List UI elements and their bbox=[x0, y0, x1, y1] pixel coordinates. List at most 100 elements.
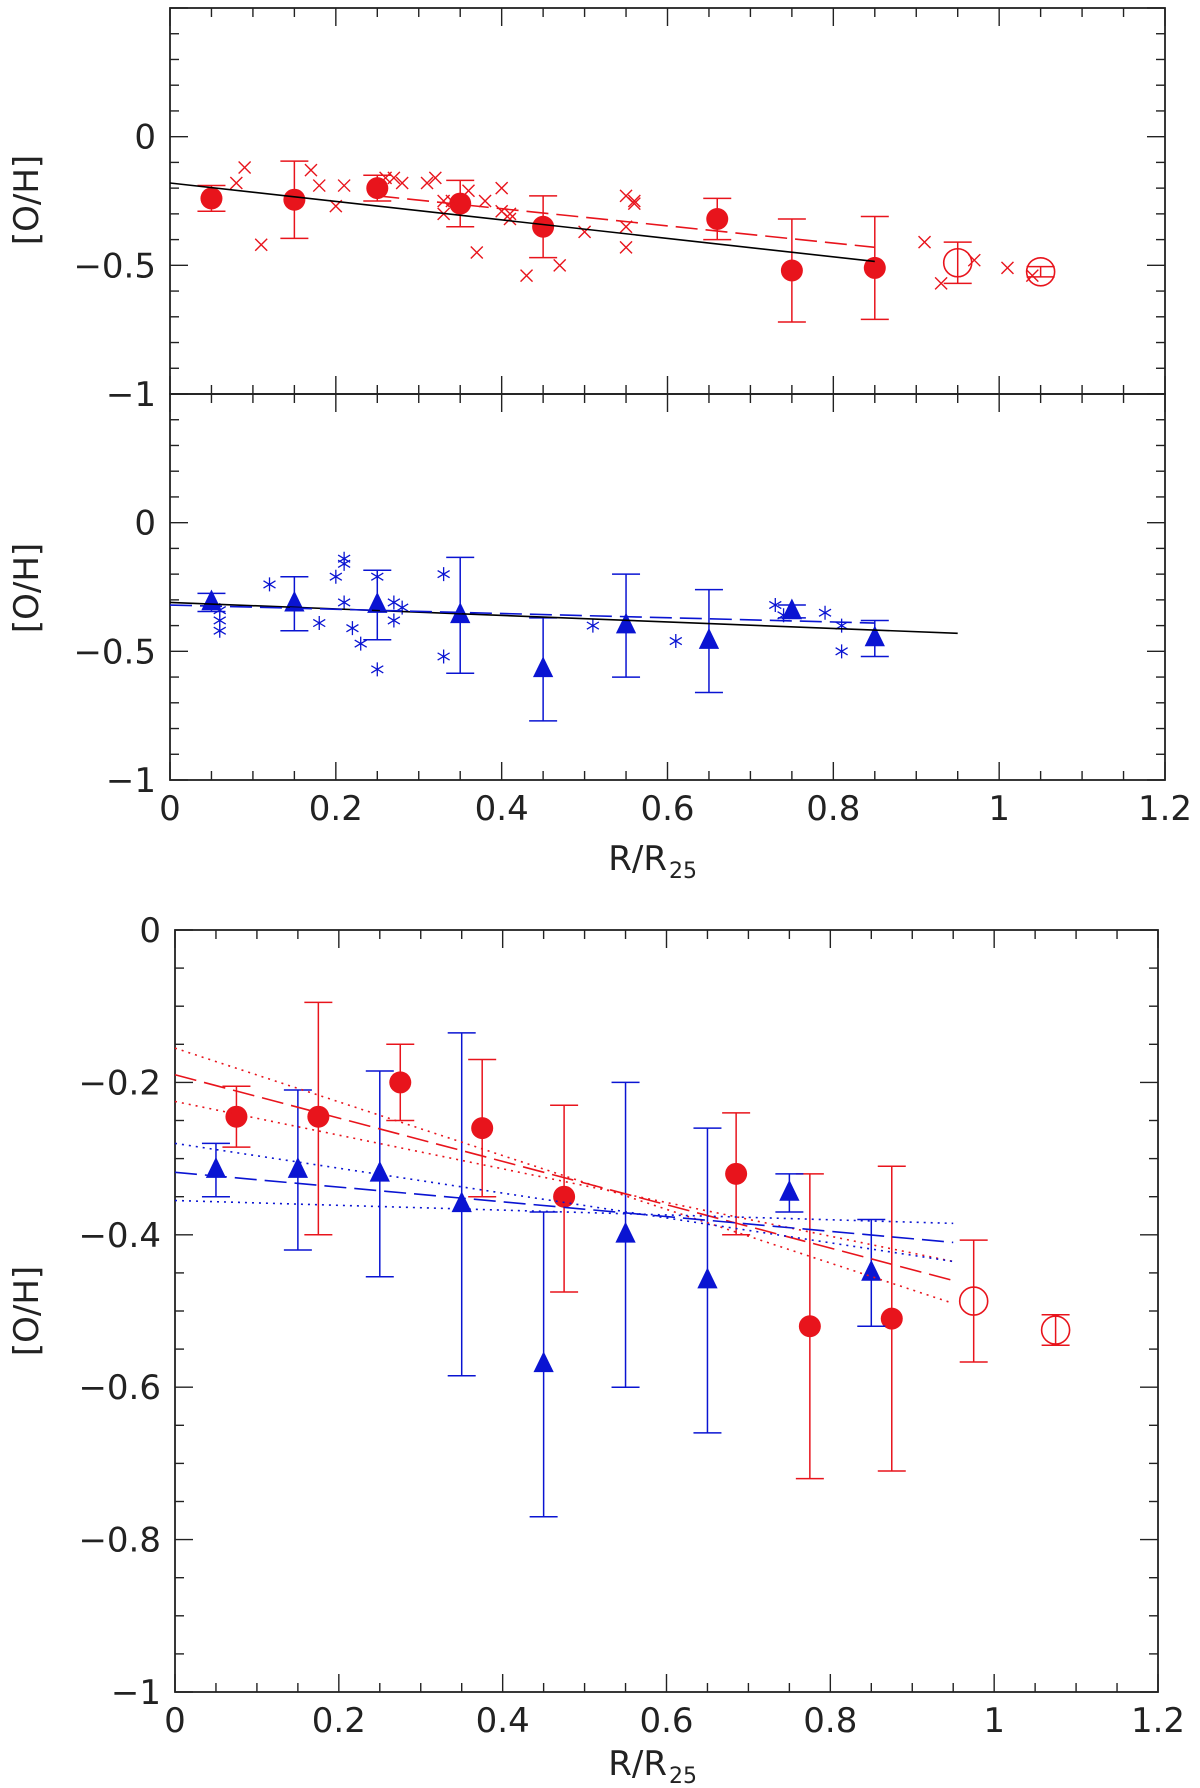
data-marks bbox=[169, 160, 1056, 323]
data-point bbox=[835, 644, 848, 659]
y-axis-label: [O/H] bbox=[7, 155, 47, 245]
x-axis-label-main: R/R bbox=[608, 1744, 667, 1784]
y-tick-label: −0.5 bbox=[73, 632, 156, 672]
data-point bbox=[835, 618, 848, 633]
data-point bbox=[615, 1221, 636, 1243]
data-point bbox=[369, 1160, 390, 1182]
data-point bbox=[354, 636, 368, 651]
x-tick-label: 0.6 bbox=[639, 1701, 693, 1741]
data-point bbox=[200, 187, 223, 210]
data-point bbox=[958, 1286, 989, 1316]
x-tick-label: 0.2 bbox=[312, 1701, 366, 1741]
data-point bbox=[337, 556, 351, 571]
data-point bbox=[329, 569, 343, 584]
data-point bbox=[1025, 256, 1056, 287]
chart-panel-middle: 0 −0.5 −1 0 0.2 0.4 0.6 0.8 1 1.2 [O/H] R/R 25 bbox=[7, 393, 1192, 884]
data-point bbox=[798, 1315, 821, 1338]
data-point bbox=[470, 245, 484, 259]
data-point bbox=[503, 212, 517, 226]
axis-ticks bbox=[174, 929, 1159, 1693]
x-axis-label-subscript: 25 bbox=[669, 1764, 697, 1788]
data-point bbox=[725, 1162, 748, 1185]
x-tick-label: 1.2 bbox=[1138, 789, 1192, 829]
x-axis-label: R/R bbox=[608, 1744, 667, 1784]
x-tick-label: 0 bbox=[164, 1701, 186, 1741]
data-point bbox=[768, 598, 782, 613]
series-individual-x bbox=[229, 161, 1039, 290]
plot-frame bbox=[169, 393, 1166, 781]
chart-panel-bottom: 0 −0.2 −0.4 −0.6 −0.8 −1 0 0.2 0.4 0.6 0.8 1 1.2 [O… bbox=[7, 911, 1185, 1788]
data-point bbox=[478, 194, 492, 208]
y-tick-labels: 0 −0.2 −0.4 −0.6 −0.8 −1 bbox=[78, 911, 161, 1713]
data-point bbox=[627, 194, 641, 208]
series-blue-fit-dashed bbox=[174, 1171, 954, 1244]
fit-line bbox=[174, 1142, 954, 1263]
data-point bbox=[471, 1117, 494, 1140]
x-tick-label: 1 bbox=[988, 789, 1010, 829]
data-point bbox=[225, 1105, 248, 1128]
data-point bbox=[698, 628, 720, 649]
data-point bbox=[967, 253, 981, 267]
data-point bbox=[387, 595, 401, 610]
x-tick-label: 0 bbox=[159, 789, 181, 829]
series-open-circles bbox=[942, 241, 1056, 287]
data-point bbox=[697, 1267, 718, 1289]
y-tick-label: 0 bbox=[134, 118, 156, 158]
fit-line bbox=[377, 195, 875, 249]
y-tick-label: −0.6 bbox=[78, 1368, 161, 1408]
data-point bbox=[370, 569, 384, 584]
data-point bbox=[201, 589, 222, 611]
data-point bbox=[395, 176, 409, 190]
data-point bbox=[1040, 1315, 1071, 1345]
data-marks bbox=[174, 1001, 1071, 1518]
x-tick-label: 0.4 bbox=[475, 789, 529, 829]
data-point bbox=[229, 176, 243, 190]
fit-line bbox=[174, 1171, 954, 1244]
series-binned-triangles bbox=[201, 1032, 886, 1518]
data-point bbox=[533, 1351, 554, 1373]
series-binned-triangles bbox=[197, 556, 889, 722]
series-binned-circles bbox=[197, 160, 889, 323]
series-open-circles bbox=[958, 1239, 1071, 1363]
data-point bbox=[462, 184, 475, 198]
data-point bbox=[1000, 261, 1014, 275]
y-tick-label: −0.2 bbox=[78, 1063, 161, 1103]
data-point bbox=[495, 181, 509, 195]
data-point bbox=[307, 1105, 330, 1128]
data-point bbox=[437, 649, 450, 664]
data-point bbox=[880, 1307, 903, 1330]
data-point bbox=[312, 179, 326, 193]
data-point bbox=[337, 595, 351, 610]
x-tick-labels: 0 0.2 0.4 0.6 0.8 1 1.2 bbox=[159, 789, 1192, 829]
y-tick-label: −0.8 bbox=[78, 1521, 161, 1561]
x-tick-label: 0.4 bbox=[476, 1701, 530, 1741]
data-point bbox=[553, 1185, 576, 1208]
data-point bbox=[532, 656, 554, 678]
data-point bbox=[312, 616, 326, 631]
data-point bbox=[367, 592, 388, 613]
data-point bbox=[520, 269, 534, 283]
data-point bbox=[779, 1179, 800, 1201]
data-point bbox=[627, 197, 641, 211]
data-point bbox=[387, 613, 401, 628]
y-tick-labels: 0 −0.5 −1 bbox=[73, 118, 156, 415]
data-point bbox=[445, 194, 459, 208]
x-tick-labels: 0 0.2 0.4 0.6 0.8 1 1.2 bbox=[164, 1701, 1185, 1741]
data-point bbox=[706, 208, 729, 231]
y-axis-label: [O/H] bbox=[7, 543, 47, 633]
y-tick-label: 0 bbox=[134, 504, 156, 544]
y-tick-labels: 0 −0.5 −1 bbox=[73, 504, 156, 801]
x-tick-label: 0.8 bbox=[806, 789, 860, 829]
x-tick-label: 1 bbox=[983, 1701, 1005, 1741]
data-point bbox=[387, 171, 401, 185]
plot-frame bbox=[169, 7, 1166, 395]
data-point bbox=[669, 634, 683, 649]
fit-line bbox=[169, 601, 958, 635]
data-point bbox=[389, 1071, 412, 1094]
data-point bbox=[934, 276, 948, 290]
data-point bbox=[428, 171, 442, 185]
x-tick-label: 0.2 bbox=[309, 789, 363, 829]
x-tick-label: 1.2 bbox=[1131, 1701, 1185, 1741]
data-point bbox=[213, 623, 227, 638]
